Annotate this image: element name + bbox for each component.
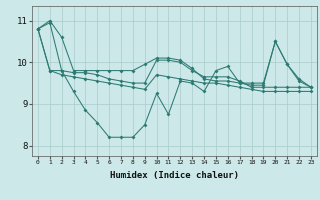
X-axis label: Humidex (Indice chaleur): Humidex (Indice chaleur) [110,171,239,180]
